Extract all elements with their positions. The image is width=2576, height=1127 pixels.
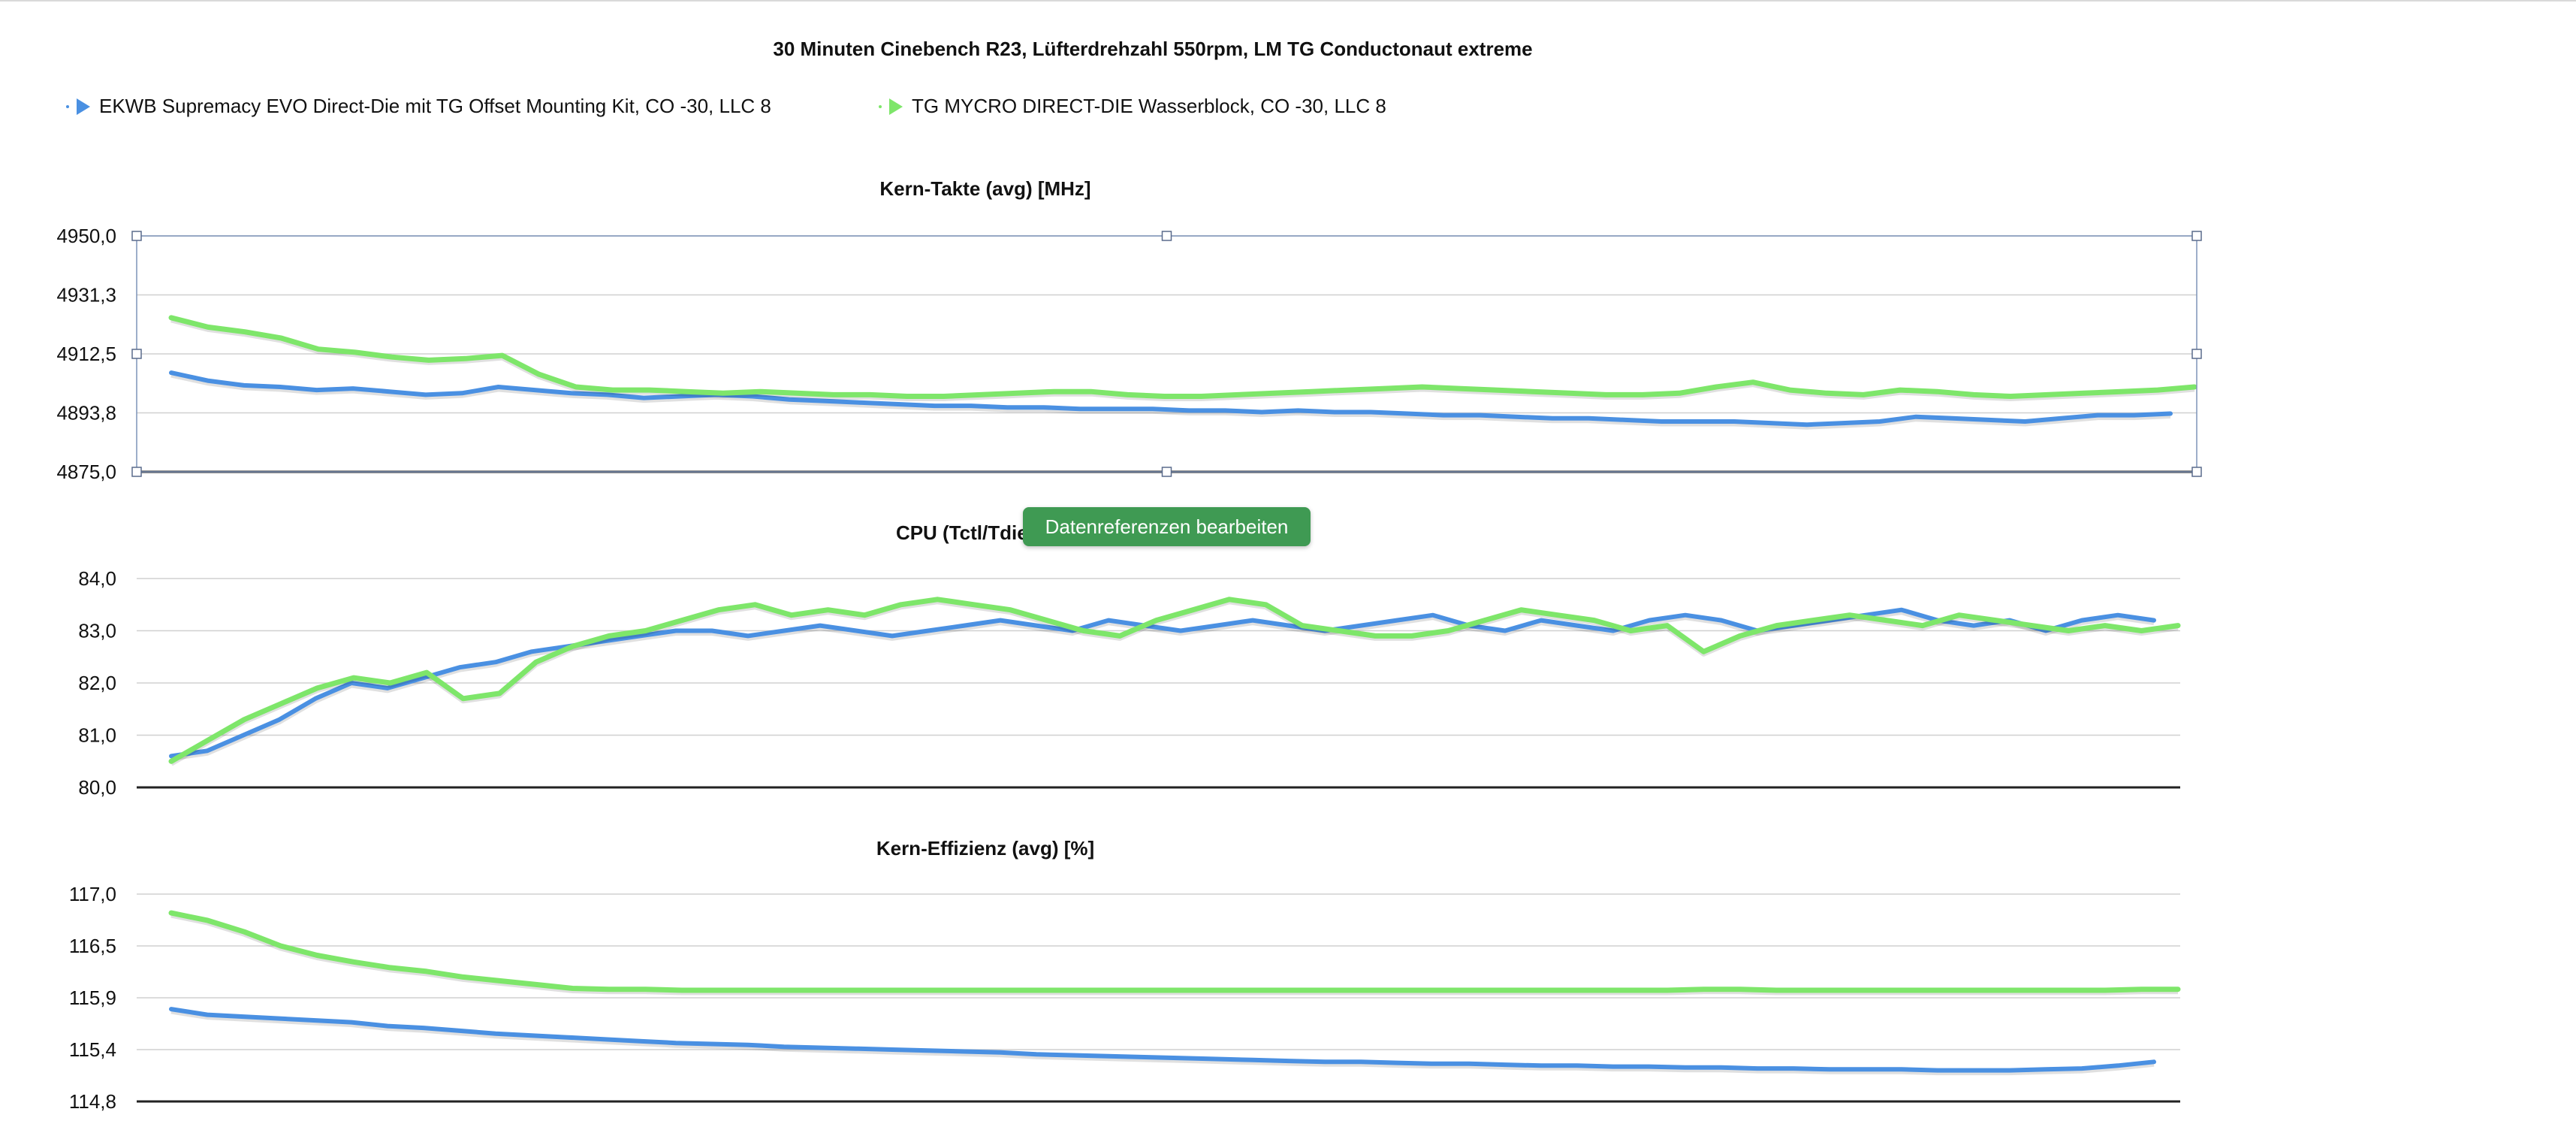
legend-marker-dot [879, 104, 882, 108]
legend-label-ekwb: EKWB Supremacy EVO Direct-Die mit TG Off… [99, 95, 771, 117]
play-triangle-icon [77, 98, 90, 115]
series-line-tg-mycro [168, 315, 2197, 399]
y-tick-label: 114,8 [69, 1090, 116, 1113]
selection-handle[interactable] [131, 231, 142, 241]
series-line-tg-mycro [168, 910, 2181, 993]
y-tick-label: 4912,5 [56, 343, 116, 365]
top-divider [0, 0, 2576, 2]
y-tick-label: 82,0 [78, 672, 116, 694]
selection-handle[interactable] [2191, 231, 2202, 241]
y-tick-label: 115,4 [69, 1038, 116, 1061]
legend-label-tg-mycro: TG MYCRO DIRECT-DIE Wasserblock, CO -30,… [912, 95, 1386, 117]
play-triangle-icon [889, 98, 903, 115]
y-tick-label: 84,0 [78, 567, 116, 590]
y-tick-label: 4875,0 [56, 461, 116, 483]
legend-item-ekwb[interactable]: EKWB Supremacy EVO Direct-Die mit TG Off… [66, 95, 771, 118]
series-line-shadow [170, 912, 2178, 996]
series-line-ekwb [169, 1007, 2156, 1073]
y-tick-label: 81,0 [78, 724, 116, 747]
y-tick-label: 116,5 [69, 935, 116, 957]
page-title: 30 Minuten Cinebench R23, Lüfterdrehzahl… [773, 38, 1533, 60]
chart-title: Kern-Effizienz (avg) [%] [876, 837, 1094, 860]
series-line-shadow [170, 1008, 2155, 1076]
chart-title: Kern-Takte (avg) [MHz] [879, 177, 1090, 200]
y-tick-label: 4893,8 [56, 402, 116, 425]
y-tick-label: 4950,0 [56, 225, 116, 247]
selection-handle[interactable] [1161, 231, 1172, 241]
selection-handle[interactable] [2191, 349, 2202, 359]
y-tick-label: 83,0 [78, 620, 116, 642]
y-tick-label: 115,9 [69, 987, 116, 1009]
selection-handle[interactable] [131, 467, 142, 477]
selection-handle[interactable] [131, 349, 142, 359]
legend-item-tg-mycro[interactable]: TG MYCRO DIRECT-DIE Wasserblock, CO -30,… [879, 95, 1386, 118]
series-line-tg-mycro [168, 597, 2181, 764]
legend-marker-dot [66, 104, 69, 108]
series-line-shadow [170, 609, 2155, 761]
edit-data-references-button[interactable]: Datenreferenzen bearbeiten [1023, 507, 1311, 546]
y-tick-label: 117,0 [69, 883, 116, 905]
y-tick-label: 4931,3 [56, 284, 116, 307]
selection-handle[interactable] [1161, 467, 1172, 477]
y-tick-label: 80,0 [78, 776, 116, 799]
selection-handle[interactable] [2191, 467, 2202, 477]
series-line-ekwb [169, 370, 2173, 428]
